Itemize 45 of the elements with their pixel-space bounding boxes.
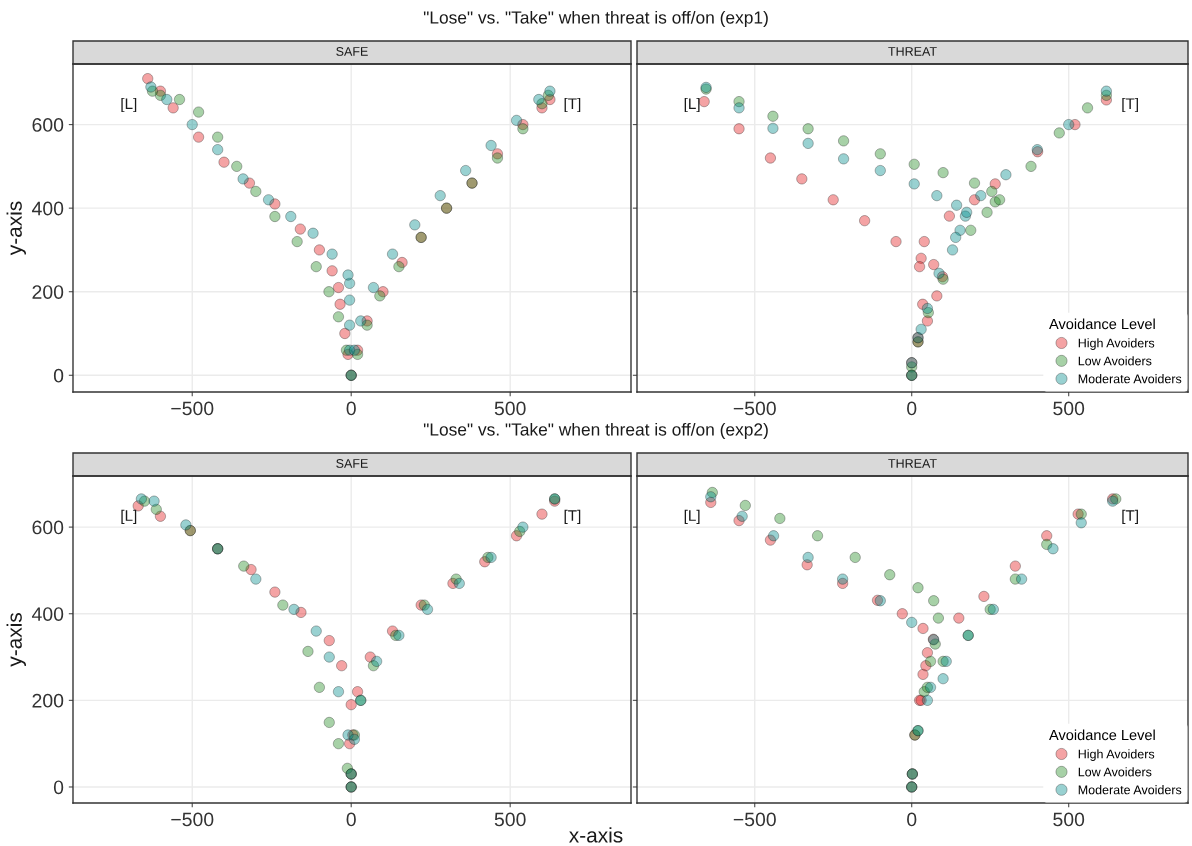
legend-title: Avoidance Level <box>1049 729 1155 741</box>
annotation: [T] <box>564 97 581 113</box>
y-tick-label: 200 <box>32 285 64 299</box>
x-tick-label: 0 <box>907 812 917 827</box>
x-tick-label: −500 <box>171 401 214 416</box>
x-tick-label: 500 <box>494 401 526 416</box>
x-tick-label: −500 <box>733 401 776 416</box>
annotation: [T] <box>1122 97 1138 113</box>
chart-title: "Lose" vs. "Take" when threat is off/on (exp2) <box>423 422 768 440</box>
legend-label: High Avoiders <box>1078 749 1155 761</box>
y-tick-label: 600 <box>32 520 64 535</box>
x-tick-label: 500 <box>1053 812 1085 827</box>
y-tick-label: 200 <box>32 693 64 708</box>
annotation: [L] <box>684 97 700 113</box>
annotation: [L] <box>121 509 137 524</box>
x-tick-label: 500 <box>1053 401 1085 416</box>
y-tick-label: 0 <box>53 780 64 795</box>
annotation: [T] <box>564 509 581 524</box>
legend-label: Low Avoiders <box>1078 767 1152 777</box>
y-tick-label: 400 <box>31 607 64 621</box>
chart-subtitle: THREAT <box>888 459 937 468</box>
chart-title: "Lose" vs. "Take" when threat is off/on (exp1) <box>423 10 768 28</box>
x-axis-title: x-axis <box>569 827 623 843</box>
chart-subtitle: THREAT <box>888 47 937 56</box>
legend-label: Low Avoiders <box>1078 356 1152 366</box>
x-tick-label: 0 <box>346 401 356 416</box>
legend-label: Moderate Avoiders <box>1078 785 1182 795</box>
legend-label: High Avoiders <box>1078 338 1155 350</box>
y-tick-label: 0 <box>53 368 64 383</box>
x-tick-label: −500 <box>171 812 214 827</box>
y-axis-title: y-axis <box>6 613 26 667</box>
chart-subtitle: SAFE <box>336 47 368 56</box>
annotation: [L] <box>684 509 700 524</box>
y-tick-label: 400 <box>31 201 64 216</box>
chart-subtitle: SAFE <box>336 459 368 468</box>
x-tick-label: 0 <box>346 812 356 827</box>
x-tick-label: −500 <box>733 812 776 827</box>
legend-label: Moderate Avoiders <box>1078 374 1182 384</box>
annotation: [L] <box>121 97 137 113</box>
y-axis-title: y-axis <box>6 201 26 256</box>
legend-title: Avoidance Level <box>1049 318 1155 330</box>
y-tick-label: 600 <box>32 118 64 132</box>
x-tick-label: 0 <box>907 401 917 416</box>
annotation: [T] <box>1122 509 1138 524</box>
x-tick-label: 500 <box>494 812 526 827</box>
